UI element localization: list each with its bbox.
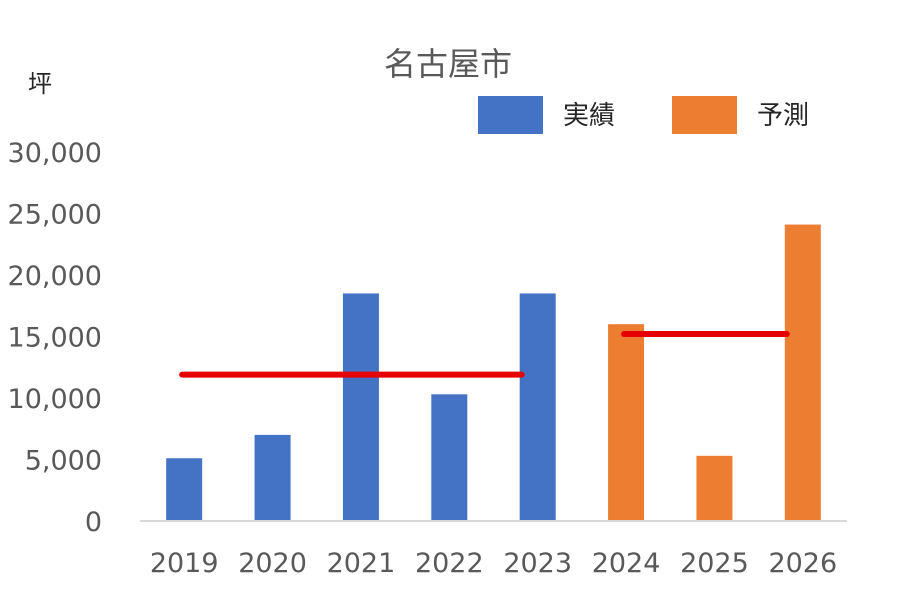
legend-swatch-actual (478, 96, 543, 134)
x-tick-label: 2025 (680, 548, 749, 579)
bar-actual-2022 (431, 394, 468, 521)
legend-swatch-forecast (672, 96, 737, 134)
y-tick-label: 10,000 (8, 384, 102, 415)
average-lines (179, 331, 790, 378)
x-tick-label: 2019 (150, 548, 219, 579)
bar-forecast-2024 (608, 324, 645, 521)
y-unit-label: 坪 (28, 70, 52, 98)
bar-actual-2019 (166, 458, 203, 521)
y-tick-label: 0 (85, 507, 102, 538)
y-tick-label: 30,000 (8, 138, 102, 169)
y-tick-label: 5,000 (25, 446, 102, 477)
x-tick-label: 2022 (415, 548, 484, 579)
bar-forecast-2026 (784, 224, 821, 521)
bar-actual-2020 (254, 434, 291, 521)
y-tick-label: 25,000 (8, 200, 102, 231)
x-tick-label: 2021 (327, 548, 396, 579)
legend-label-forecast: 予測 (757, 101, 809, 131)
x-tick-label: 2024 (592, 548, 661, 579)
y-axis-ticks: 0 5,000 10,000 15,000 20,000 25,000 30,000 (8, 138, 102, 538)
legend: 実績 予測 (478, 96, 809, 134)
chart-title: 名古屋市 (384, 45, 512, 83)
x-tick-label: 2020 (238, 548, 307, 579)
y-tick-label: 15,000 (8, 323, 102, 354)
x-axis-ticks: 2019 2020 2021 2022 2023 2024 2025 2026 (150, 548, 837, 579)
legend-label-actual: 実績 (563, 101, 615, 131)
bar-forecast-2025 (696, 455, 733, 521)
y-tick-label: 20,000 (8, 261, 102, 292)
bar-actual-2023 (519, 293, 556, 521)
x-tick-label: 2026 (768, 548, 837, 579)
x-tick-label: 2023 (503, 548, 572, 579)
bar-actual-2021 (342, 293, 379, 521)
bars (166, 224, 821, 521)
